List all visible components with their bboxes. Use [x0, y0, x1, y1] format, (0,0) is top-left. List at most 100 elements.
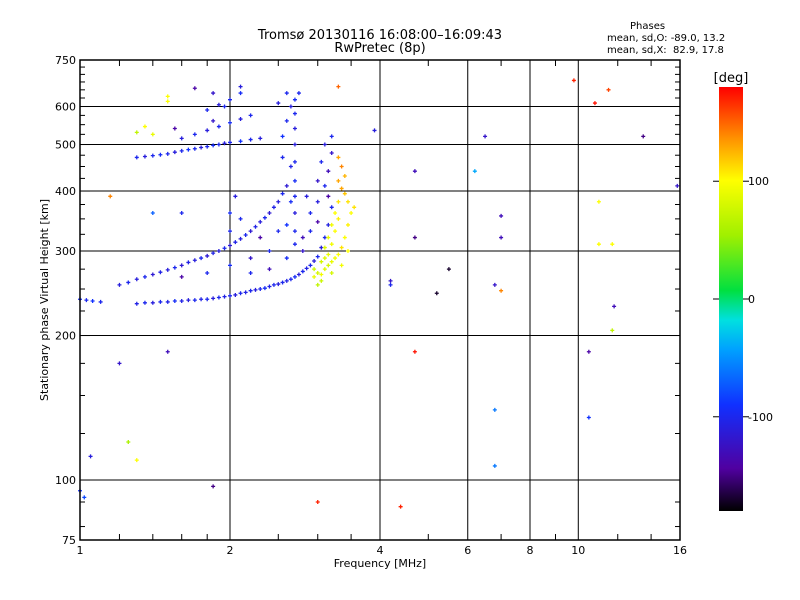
data-point: [284, 222, 289, 227]
data-point: [233, 292, 238, 297]
data-point: [315, 219, 320, 224]
data-point: [326, 169, 331, 174]
data-point: [296, 91, 301, 96]
data-point: [315, 499, 320, 504]
data-point: [280, 280, 285, 285]
data-point: [300, 249, 305, 254]
data-point: [336, 84, 341, 89]
data-point: [596, 242, 601, 247]
data-point: [205, 253, 210, 258]
data-point: [98, 299, 103, 304]
data-point: [192, 146, 197, 151]
data-point: [267, 211, 272, 216]
data-point: [388, 278, 393, 283]
data-point: [312, 267, 317, 272]
data-point: [271, 282, 276, 287]
legend-line-o: mean, sd,O: -89.0, 13.2: [607, 33, 726, 44]
data-point: [205, 144, 210, 149]
data-point: [349, 211, 354, 216]
data-point: [134, 301, 139, 306]
data-point: [326, 235, 331, 240]
plot-frame: [79, 59, 681, 541]
x-tick-label: 10: [571, 544, 585, 557]
colorbar-tick-label: -100: [748, 411, 773, 424]
x-tick-label: 6: [464, 544, 471, 557]
colorbar-tick-label: 0: [748, 293, 755, 306]
data-point: [483, 134, 488, 139]
y-tick-label: 300: [55, 245, 76, 258]
data-point: [199, 145, 204, 150]
data-point: [329, 205, 334, 210]
y-tick-label: 500: [55, 139, 76, 152]
data-point: [288, 199, 293, 204]
data-point: [412, 349, 417, 354]
data-point: [284, 118, 289, 123]
data-point: [150, 211, 155, 216]
data-point: [315, 282, 320, 287]
grid-lines: [80, 60, 680, 540]
data-point: [216, 102, 221, 107]
data-point: [412, 235, 417, 240]
data-point: [329, 242, 334, 247]
data-point: [238, 91, 243, 96]
data-point: [179, 136, 184, 141]
x-tick-label: 2: [227, 544, 234, 557]
data-point: [211, 91, 216, 96]
data-point: [82, 495, 87, 500]
data-point: [205, 297, 210, 302]
data-point: [142, 154, 147, 159]
data-point: [248, 270, 253, 275]
data-point: [142, 300, 147, 305]
data-point: [446, 267, 451, 272]
data-point: [610, 242, 615, 247]
data-point: [117, 361, 122, 366]
data-point: [253, 224, 258, 229]
data-point: [248, 229, 253, 234]
data-point: [199, 256, 204, 261]
data-point: [179, 274, 184, 279]
y-tick-label: 75: [62, 534, 76, 547]
data-point: [228, 120, 232, 125]
data-point: [319, 159, 324, 164]
data-point: [329, 222, 334, 227]
data-point: [179, 299, 184, 304]
data-point: [319, 278, 324, 283]
data-point: [248, 113, 253, 118]
data-point: [315, 254, 320, 259]
data-point: [150, 300, 155, 305]
data-point: [134, 130, 139, 135]
data-point: [606, 87, 611, 92]
data-point: [165, 151, 170, 156]
data-point: [329, 134, 334, 139]
data-point: [238, 117, 243, 122]
data-point: [336, 252, 341, 257]
data-point: [336, 199, 341, 204]
data-point: [150, 153, 155, 158]
data-point: [308, 263, 313, 268]
data-point: [345, 199, 350, 204]
data-point: [345, 222, 350, 227]
data-point: [222, 246, 227, 251]
data-point: [108, 194, 113, 199]
data-point: [258, 235, 263, 240]
chart-subtitle: RwPretec (8p): [334, 41, 426, 56]
data-point: [228, 243, 232, 248]
data-point: [308, 229, 313, 234]
data-point: [342, 173, 347, 178]
data-point: [333, 211, 338, 216]
data-point: [228, 97, 232, 102]
data-point: [238, 139, 243, 144]
data-point: [499, 213, 504, 218]
data-point: [592, 101, 597, 106]
data-point: [228, 140, 232, 145]
x-tick-label: 16: [673, 544, 687, 557]
data-point: [280, 155, 285, 160]
data-point: [586, 349, 591, 354]
data-point: [216, 295, 221, 300]
data-point: [276, 229, 281, 234]
data-point: [90, 299, 95, 304]
data-point: [276, 199, 281, 204]
data-point: [336, 155, 341, 160]
data-point: [284, 278, 289, 283]
data-point: [216, 142, 221, 147]
